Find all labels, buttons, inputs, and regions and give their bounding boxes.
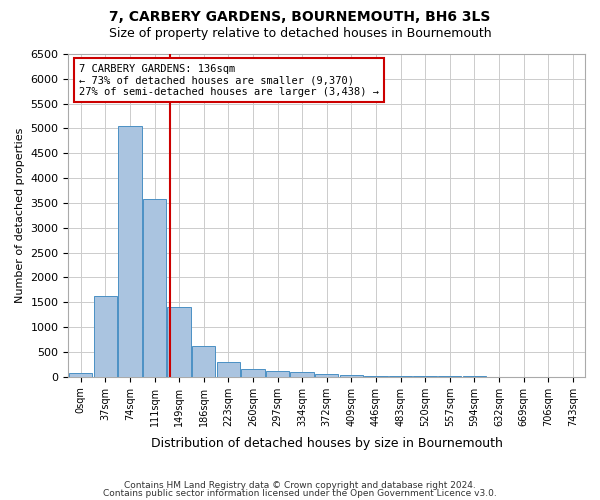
Text: 7, CARBERY GARDENS, BOURNEMOUTH, BH6 3LS: 7, CARBERY GARDENS, BOURNEMOUTH, BH6 3LS — [109, 10, 491, 24]
Bar — [143, 199, 166, 376]
Bar — [241, 369, 265, 376]
Bar — [118, 126, 142, 376]
Bar — [266, 370, 289, 376]
Text: Size of property relative to detached houses in Bournemouth: Size of property relative to detached ho… — [109, 28, 491, 40]
Text: 7 CARBERY GARDENS: 136sqm
← 73% of detached houses are smaller (9,370)
27% of se: 7 CARBERY GARDENS: 136sqm ← 73% of detac… — [79, 64, 379, 97]
Bar — [217, 362, 240, 376]
Text: Contains HM Land Registry data © Crown copyright and database right 2024.: Contains HM Land Registry data © Crown c… — [124, 481, 476, 490]
Bar — [94, 296, 117, 376]
Bar — [167, 307, 191, 376]
Bar — [192, 346, 215, 376]
X-axis label: Distribution of detached houses by size in Bournemouth: Distribution of detached houses by size … — [151, 437, 503, 450]
Bar — [290, 372, 314, 376]
Y-axis label: Number of detached properties: Number of detached properties — [15, 128, 25, 303]
Bar — [340, 375, 363, 376]
Bar — [69, 372, 92, 376]
Bar — [315, 374, 338, 376]
Text: Contains public sector information licensed under the Open Government Licence v3: Contains public sector information licen… — [103, 488, 497, 498]
